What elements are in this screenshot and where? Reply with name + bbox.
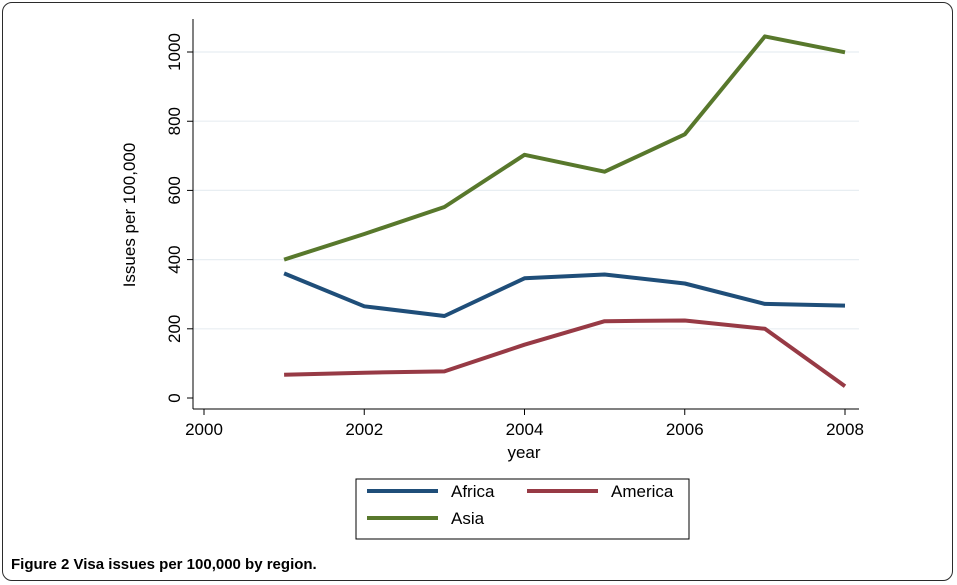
axes — [187, 19, 859, 415]
y-tick-label: 800 — [165, 107, 184, 135]
y-tick-label: 400 — [165, 245, 184, 273]
legend: Africa America Asia — [355, 478, 690, 540]
caption-label: Figure 2 Visa issues per 100,000 by regi… — [11, 556, 317, 573]
y-axis-label: Issues per 100,000 — [120, 143, 139, 288]
y-tick-label: 600 — [165, 176, 184, 204]
y-tick-label: 1000 — [165, 33, 184, 71]
series-lines — [283, 34, 847, 388]
series-line-africa — [283, 271, 846, 318]
line-chart: 0 200 400 600 800 1000 2000 2002 2004 2006 2008 ye… — [120, 19, 864, 540]
tick-labels: 0 200 400 600 800 1000 2000 2002 2004 2006 2008 — [165, 33, 864, 439]
figure-caption: Figure 2 Visa issues per 100,000 by regi… — [11, 556, 317, 573]
x-tick-label: 2008 — [826, 420, 864, 439]
x-axis-label: year — [507, 443, 540, 462]
x-tick-label: 2000 — [185, 420, 223, 439]
x-tick-label: 2002 — [345, 420, 383, 439]
legend-label-asia: Asia — [451, 509, 485, 528]
y-tick-label: 0 — [165, 393, 184, 402]
series-line-asia — [283, 34, 846, 262]
series-line-america — [284, 318, 847, 388]
legend-label-america: America — [611, 482, 674, 501]
grid-lines — [193, 51, 859, 330]
x-tick-label: 2006 — [666, 420, 704, 439]
y-tick-label: 200 — [165, 315, 184, 343]
x-tick-label: 2004 — [506, 420, 544, 439]
legend-label-africa: Africa — [451, 482, 495, 501]
